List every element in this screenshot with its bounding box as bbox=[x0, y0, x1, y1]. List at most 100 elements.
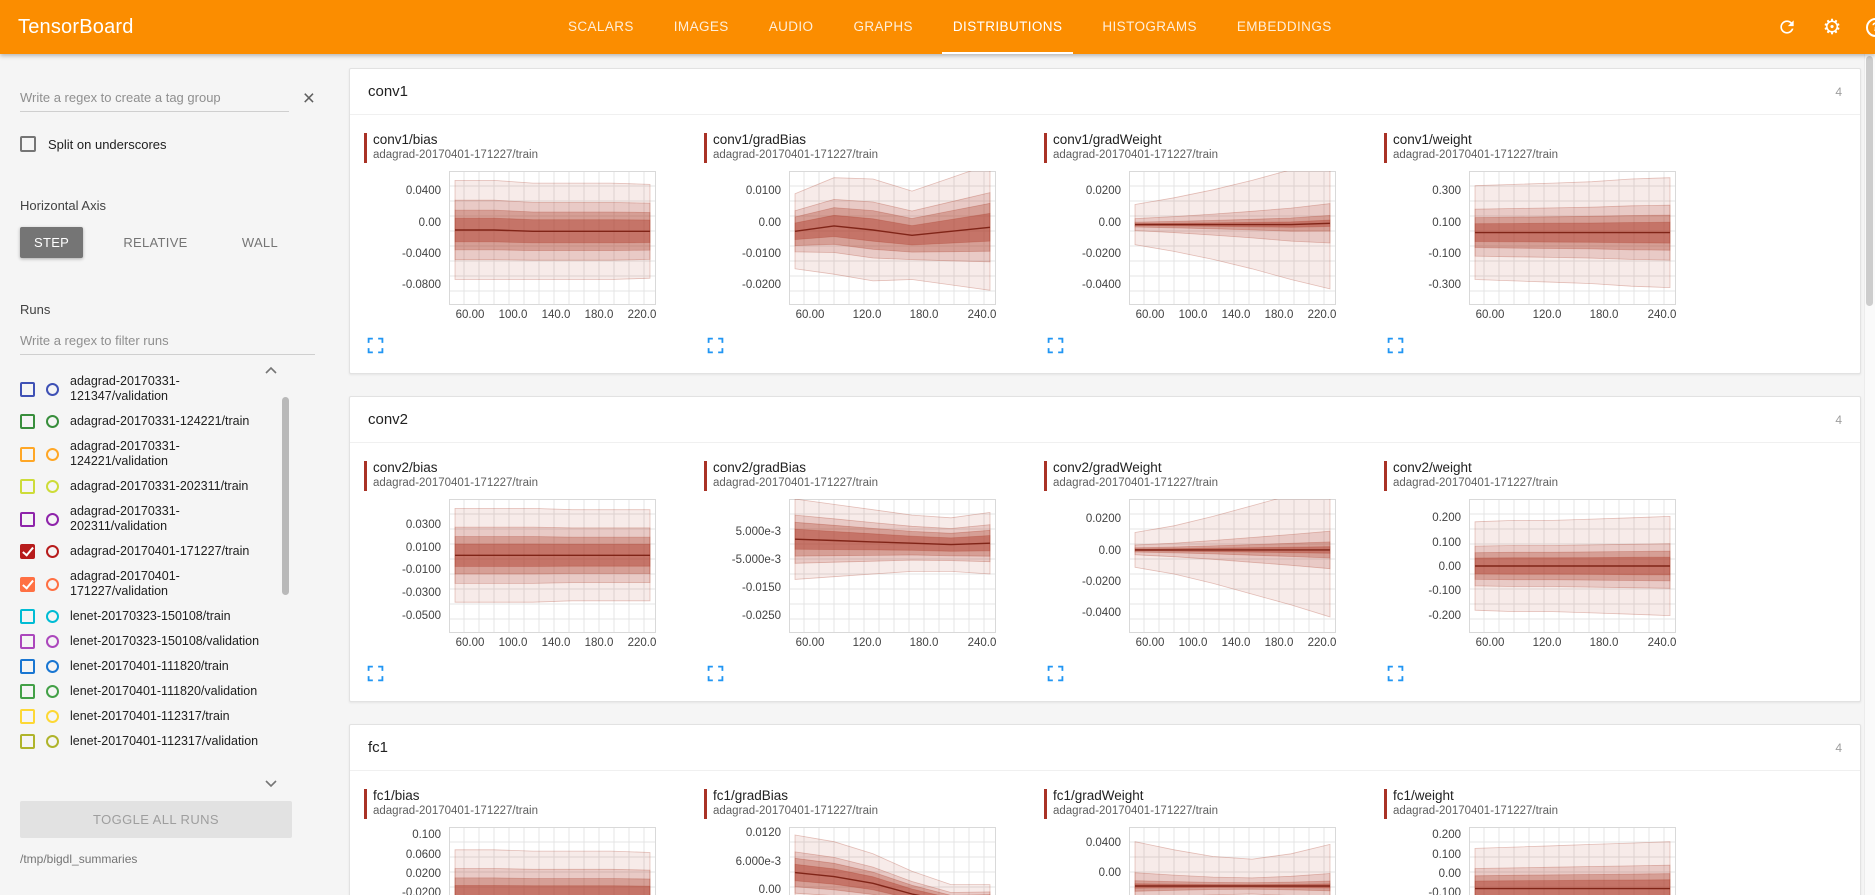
expand-chart-button[interactable] bbox=[1387, 665, 1405, 683]
close-icon[interactable]: × bbox=[302, 86, 315, 110]
run-checkbox[interactable] bbox=[20, 634, 35, 649]
distribution-plot[interactable] bbox=[789, 171, 996, 305]
tab-graphs[interactable]: GRAPHS bbox=[853, 18, 913, 34]
y-tick-label: -0.0200 bbox=[741, 279, 781, 291]
run-checkbox[interactable] bbox=[20, 709, 35, 724]
y-tick-label: 0.00 bbox=[1098, 867, 1121, 879]
run-row[interactable]: lenet-20170401-112317/train bbox=[20, 704, 320, 729]
run-checkbox[interactable] bbox=[20, 446, 35, 462]
y-tick-label: -0.0400 bbox=[401, 248, 441, 260]
x-tick-label: 140.0 bbox=[1221, 637, 1251, 649]
y-tick-label: 0.00 bbox=[1098, 217, 1121, 229]
tag-regex-input[interactable] bbox=[20, 84, 289, 112]
run-checkbox[interactable] bbox=[20, 544, 35, 559]
help-icon[interactable]: ? bbox=[1865, 17, 1875, 37]
run-row[interactable]: adagrad-​20170331-202311/validation bbox=[20, 499, 320, 539]
run-row[interactable]: adagrad-​20170331-121347/validation bbox=[20, 369, 320, 409]
chart-title: conv2/weight bbox=[1393, 460, 1472, 475]
scroll-up-icon[interactable] bbox=[265, 361, 277, 379]
run-row[interactable]: adagrad-​20170401-171227/validation bbox=[20, 564, 320, 604]
split-underscores-checkbox[interactable]: Split on underscores bbox=[20, 136, 315, 152]
tab-histograms[interactable]: HISTOGRAMS bbox=[1102, 18, 1197, 34]
app-title: TensorBoard bbox=[18, 15, 134, 38]
run-checkbox[interactable] bbox=[20, 414, 35, 429]
tab-images[interactable]: IMAGES bbox=[673, 18, 729, 34]
distribution-plot[interactable] bbox=[1129, 827, 1336, 895]
distribution-plot[interactable] bbox=[1129, 171, 1336, 305]
run-color-bar bbox=[1044, 133, 1047, 163]
expand-chart-button[interactable] bbox=[707, 337, 725, 355]
section-header-fc1[interactable]: fc1 4 bbox=[350, 725, 1860, 771]
settings-gear-icon[interactable]: ⚙ bbox=[1822, 15, 1842, 39]
run-checkbox[interactable] bbox=[20, 734, 35, 749]
expand-chart-button[interactable] bbox=[1047, 337, 1065, 355]
x-tick-label: 60.00 bbox=[1475, 637, 1505, 649]
run-checkbox[interactable] bbox=[20, 576, 35, 592]
distribution-plot[interactable] bbox=[1469, 827, 1676, 895]
expand-chart-button[interactable] bbox=[1047, 665, 1065, 683]
run-row[interactable]: adagrad-20170331-124221/train bbox=[20, 409, 320, 434]
chart-titles: conv2/gradWeight adagrad-20170401-171227/… bbox=[1053, 459, 1218, 491]
run-color-circle bbox=[46, 710, 59, 723]
run-color-circle bbox=[46, 685, 59, 698]
main-scrollbar[interactable] bbox=[1864, 54, 1875, 895]
run-checkbox[interactable] bbox=[20, 479, 35, 494]
distribution-plot[interactable] bbox=[449, 171, 656, 305]
section-header-conv1[interactable]: conv1 4 bbox=[350, 69, 1860, 115]
expand-chart-button[interactable] bbox=[367, 337, 385, 355]
distribution-plot[interactable] bbox=[1469, 499, 1676, 633]
run-row[interactable]: adagrad-​20170331-124221/validation bbox=[20, 434, 320, 474]
axis-button-wall[interactable]: WALL bbox=[228, 227, 292, 258]
axis-button-step[interactable]: STEP bbox=[20, 227, 84, 258]
distribution-plot[interactable] bbox=[449, 827, 656, 895]
y-tick-label: -0.0250 bbox=[741, 610, 781, 622]
expand-chart-button[interactable] bbox=[1387, 337, 1405, 355]
tab-embeddings[interactable]: EMBEDDINGS bbox=[1236, 18, 1332, 34]
axis-button-relative[interactable]: RELATIVE bbox=[109, 227, 201, 258]
distribution-plot[interactable] bbox=[1469, 171, 1676, 305]
run-label: lenet-20170323-150108/validation bbox=[70, 634, 260, 648]
runs-scrollbar[interactable] bbox=[282, 397, 289, 595]
y-axis: 0.200 0.100 0.00 -0.100 bbox=[1384, 827, 1461, 895]
chart-header: conv1/gradWeight adagrad-20170401-171227/… bbox=[1044, 131, 1336, 163]
run-checkbox[interactable] bbox=[20, 609, 35, 624]
runs-regex-input[interactable] bbox=[20, 327, 315, 355]
run-row[interactable]: lenet-20170401-111820/validation bbox=[20, 679, 320, 704]
y-tick-label: 0.0200 bbox=[405, 868, 441, 880]
expand-chart-button[interactable] bbox=[367, 665, 385, 683]
distribution-plot[interactable] bbox=[1129, 499, 1336, 633]
chart-titles: conv1/gradWeight adagrad-20170401-171227/… bbox=[1053, 131, 1218, 163]
run-checkbox[interactable] bbox=[20, 684, 35, 699]
run-row[interactable]: lenet-20170401-111820/train bbox=[20, 654, 320, 679]
section-header-conv2[interactable]: conv2 4 bbox=[350, 397, 1860, 443]
run-row[interactable]: lenet-20170401-112317/validation bbox=[20, 729, 320, 754]
main-scrollbar-thumb[interactable] bbox=[1866, 56, 1873, 306]
run-row[interactable]: adagrad-20170401-171227/train bbox=[20, 539, 320, 564]
tab-scalars[interactable]: SCALARS bbox=[567, 18, 634, 34]
run-color-bar bbox=[1384, 133, 1387, 163]
run-checkbox[interactable] bbox=[20, 511, 35, 527]
scroll-down-icon[interactable] bbox=[265, 775, 277, 793]
run-color-circle bbox=[46, 415, 59, 428]
toggle-all-runs-button[interactable]: TOGGLE ALL RUNS bbox=[20, 801, 292, 838]
distribution-plot[interactable] bbox=[789, 827, 996, 895]
run-checkbox[interactable] bbox=[20, 659, 35, 674]
x-tick-label: 240.0 bbox=[1647, 309, 1677, 321]
x-axis: 60.00 100.0 140.0 180.0 220.0 bbox=[449, 305, 657, 325]
tab-distributions[interactable]: DISTRIBUTIONS bbox=[941, 0, 1074, 54]
run-row[interactable]: lenet-20170323-150108/validation bbox=[20, 629, 320, 654]
refresh-icon[interactable] bbox=[1776, 16, 1798, 38]
chart-title: conv2/bias bbox=[373, 460, 438, 475]
chart-card: conv2/gradWeight adagrad-20170401-171227/… bbox=[1044, 459, 1336, 683]
run-row[interactable]: adagrad-20170331-202311/train bbox=[20, 474, 320, 499]
expand-chart-button[interactable] bbox=[707, 665, 725, 683]
distribution-plot[interactable] bbox=[789, 499, 996, 633]
x-tick-label: 100.0 bbox=[498, 309, 528, 321]
chart-titles: fc1/weight adagrad-20170401-171227/train bbox=[1393, 787, 1558, 819]
distribution-plot[interactable] bbox=[449, 499, 656, 633]
run-list-container: adagrad-​20170331-121347/validation adagr… bbox=[20, 366, 315, 789]
run-row[interactable]: lenet-20170323-150108/train bbox=[20, 604, 320, 629]
x-tick-label: 60.00 bbox=[455, 637, 485, 649]
run-checkbox[interactable] bbox=[20, 381, 35, 397]
tab-audio[interactable]: AUDIO bbox=[768, 18, 814, 34]
